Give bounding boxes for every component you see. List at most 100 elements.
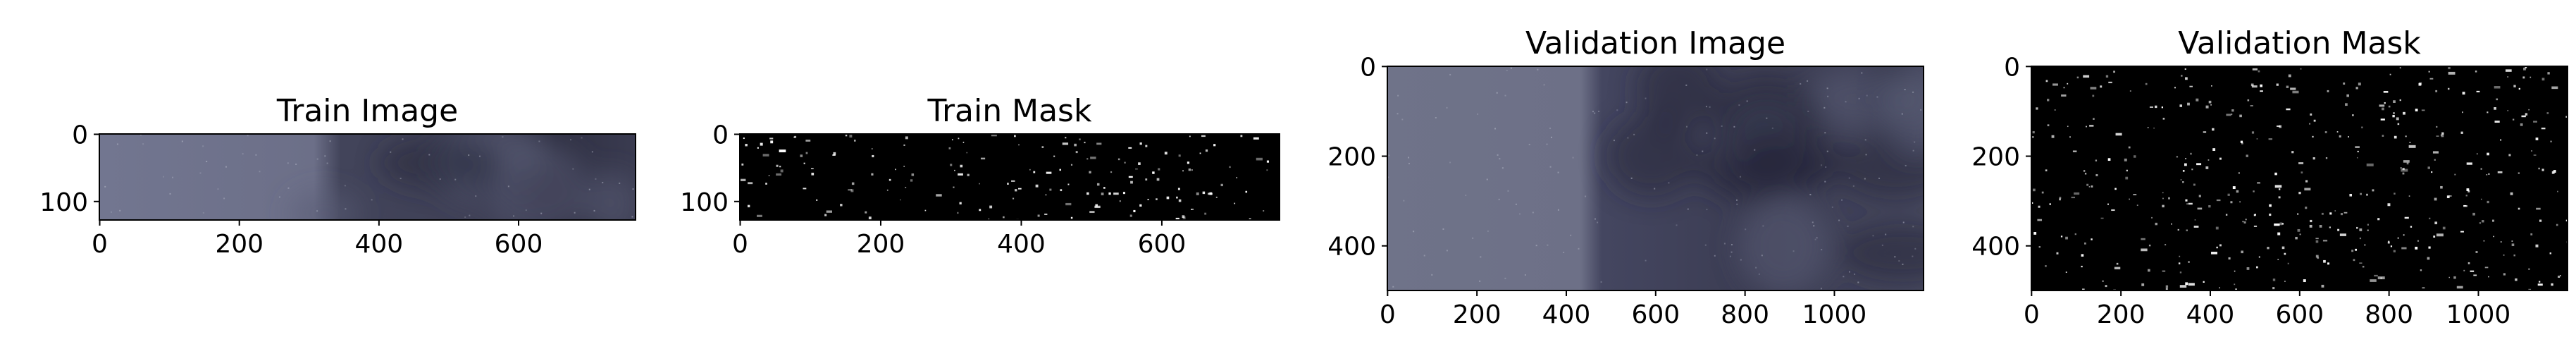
speckle [2031,136,2034,138]
speckle [2274,223,2280,226]
speckle [2523,67,2526,71]
speckle [2313,119,2316,122]
speckle [1079,138,1081,140]
speckle [2442,226,2446,230]
speckle [2176,156,2179,158]
speckle [2084,242,2086,245]
speckle [2267,246,2270,250]
grain [1557,209,1559,211]
speckle [2402,172,2405,175]
grain [574,212,576,214]
speckle [2196,98,2199,102]
grain [1499,158,1501,160]
speckle [1067,183,1070,185]
speckle [2108,81,2112,84]
grain [464,216,466,218]
speckle [1191,209,1192,210]
grain [1446,250,1448,252]
speckle [2107,158,2111,161]
grain [1578,247,1580,250]
axes-frame [99,133,636,221]
speckle [2243,221,2246,224]
grain [1912,149,1914,152]
speckle [2305,180,2308,183]
speckle [2476,153,2478,155]
speckle [2466,188,2470,191]
grain [1723,243,1726,245]
speckle [811,172,815,176]
speckle [851,182,855,185]
speckle [2228,257,2231,260]
speckle [2231,109,2234,112]
speckle [2105,75,2109,78]
speckle [1090,157,1096,159]
speckle [2089,125,2094,127]
speckle [2116,262,2119,265]
speckle [2281,246,2285,250]
speckle [2178,262,2181,264]
grain [1758,273,1760,275]
speckle [2081,265,2083,268]
grain [1616,109,1618,111]
speckle [1060,189,1063,192]
grain [324,155,326,157]
speckle [1041,146,1044,148]
speckle [2329,212,2332,215]
grain [1597,221,1599,224]
speckle [1013,197,1015,200]
speckle [2402,167,2405,171]
speckle [2399,67,2401,69]
speckle [2427,257,2430,260]
speckle [2521,115,2526,118]
speckle [2410,226,2413,228]
speckle [2559,275,2561,277]
speckle [2428,71,2430,73]
speckle [826,210,832,213]
speckle [2315,255,2319,258]
speckle [2185,199,2188,202]
speckle [2253,190,2255,192]
grain [1550,136,1552,138]
speckle [2487,200,2489,204]
speckle [2155,105,2157,109]
speckle [2033,188,2036,192]
speckle [2230,201,2233,204]
grain [1549,127,1552,129]
grain [390,151,392,153]
grain [1585,195,1587,197]
speckle [2434,159,2436,161]
speckle [1236,177,1238,178]
speckle [2436,233,2444,237]
speckle [1191,169,1193,171]
speckle [2102,280,2104,282]
speckle [2541,128,2546,130]
speckle [2253,226,2258,227]
speckle [1122,192,1126,195]
speckle [2125,176,2129,180]
speckle [2286,108,2291,111]
speckle [2031,202,2033,204]
grain [1824,180,1826,183]
speckle [2396,117,2399,121]
speckle [2203,281,2205,283]
subplot: Validation Image 0 200 400 600 800 1000 0 200 400 [1327,25,1924,329]
speckle [2301,171,2303,174]
speckle [2257,182,2260,184]
speckle [2420,269,2422,271]
speckle [2518,207,2520,210]
grain [478,155,481,157]
speckle [2284,281,2286,282]
speckle [2251,85,2258,88]
speckle [1204,212,1207,215]
grain [278,196,280,198]
speckle [2051,135,2055,138]
speckle [958,137,960,140]
speckle [2128,146,2131,149]
speckle [910,179,913,182]
speckle [2185,77,2188,80]
speckle [2327,262,2330,265]
speckle [1178,199,1182,202]
speckle [2467,190,2470,192]
grain [316,210,318,212]
speckle [2479,222,2482,224]
